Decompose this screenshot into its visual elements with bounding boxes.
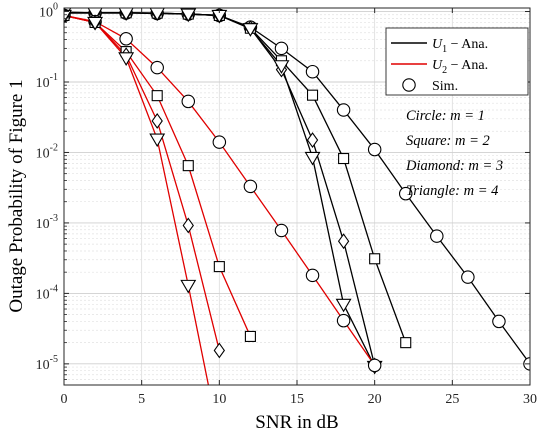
square-marker [244,330,256,342]
triangle-marker [118,52,135,66]
circle-marker [461,270,475,284]
triangle-marker [64,9,72,24]
y-tick-exponent: -1 [50,72,58,83]
marker-annotation: Circle: m = 1 [406,108,485,124]
y-tick-exponent: 0 [53,2,58,13]
y-tick-base: 10 [36,358,50,373]
legend-label: U1 − Ana. [432,37,488,55]
y-tick-exponent: -2 [50,142,58,153]
y-tick-base: 10 [36,217,50,232]
circle-marker [150,60,164,75]
diamond-marker [306,132,319,148]
legend-symbol: U [432,37,443,52]
square-marker [369,253,381,265]
markers-layer [64,8,530,375]
y-axis-label: Outage Probability of Figure 1 [6,79,27,312]
y-tick-base: 10 [36,76,50,91]
circle-marker [119,32,133,46]
legend-subscript: 1 [442,44,447,55]
marker-annotation: Triangle: m = 4 [406,183,498,199]
y-tick-exponent: -5 [50,354,58,365]
y-tick-label: 100 [39,2,58,21]
y-tick-exponent: -3 [50,213,58,224]
circle-marker [367,142,382,157]
circle-marker [274,41,289,56]
legend-text: − Ana. [447,58,488,73]
circle-marker [336,313,351,328]
y-tick-label: 10-5 [36,354,58,373]
diamond-marker [151,113,163,129]
circle-marker [398,186,413,201]
legend-item: U1 − Ana. [391,37,488,55]
y-tick-base: 10 [36,287,50,302]
circle-marker [305,268,320,283]
marker-annotation: Diamond: m = 3 [405,158,503,174]
y-tick-exponent: -4 [50,283,58,294]
circle-marker [212,135,227,149]
x-axis-label: SNR in dB [255,412,338,433]
square-marker [400,337,412,349]
legend-marker [402,78,416,92]
x-tick-label: 30 [523,392,537,407]
x-tick-label: 20 [368,392,382,407]
triangle-marker [242,23,259,37]
legend-symbol: U [432,58,443,73]
diamond-marker [182,217,194,234]
triangle-marker [149,133,166,148]
legend-label: Sim. [432,79,458,94]
x-tick-label: 25 [445,392,459,407]
y-tick-label: 10-4 [36,283,58,302]
x-tick-label: 0 [61,392,68,407]
square-marker [182,160,194,172]
y-tick-label: 10-2 [36,142,58,161]
legend: U1 − Ana.U2 − Ana.Sim. [385,27,529,96]
triangle-marker [118,8,134,21]
square-marker [306,89,319,101]
marker-annotation: Square: m = 2 [406,133,490,149]
circle-marker [243,179,258,194]
legend-item: Sim. [402,78,458,94]
x-tick-label: 5 [138,392,145,407]
legend-label: U2 − Ana. [432,58,488,76]
x-tick-label: 15 [290,392,304,407]
square-marker [151,90,163,102]
triangle-marker [87,16,104,31]
triangle-marker [180,8,197,23]
y-tick-base: 10 [36,146,50,161]
circle-marker [274,223,289,238]
triangle-marker [273,60,290,74]
circle-marker [430,229,444,243]
diamond-marker [337,233,350,250]
diamond-marker [213,342,226,359]
y-tick-label: 10-1 [36,72,58,91]
triangle-marker [180,279,197,294]
circle-marker [492,314,506,329]
square-marker [338,152,350,165]
circle-marker [336,103,351,117]
legend-text: − Ana. [447,37,488,52]
legend-subscript: 2 [442,65,447,76]
marker-annotations: Circle: m = 1 Square: m = 2 Diamond: m = 3… [405,108,503,199]
y-tick-base: 10 [39,6,53,21]
triangle-marker [335,298,352,313]
triangle-marker [304,151,321,166]
circle-marker [305,64,320,79]
circle-marker [181,94,196,109]
x-tick-label: 10 [212,392,226,407]
y-tick-label: 10-3 [36,213,58,232]
series-layer [64,8,530,385]
circle-marker [367,358,382,373]
legend-item: U2 − Ana. [391,58,488,76]
square-marker [213,261,225,273]
triangle-marker [87,8,103,21]
